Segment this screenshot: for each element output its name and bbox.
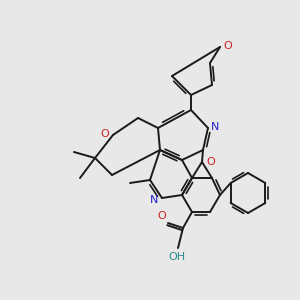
Text: OH: OH <box>168 252 186 262</box>
Text: N: N <box>211 122 219 132</box>
Text: O: O <box>157 211 166 221</box>
Text: O: O <box>223 41 232 51</box>
Text: O: O <box>206 157 215 167</box>
Text: O: O <box>100 129 109 139</box>
Text: N: N <box>150 195 158 205</box>
